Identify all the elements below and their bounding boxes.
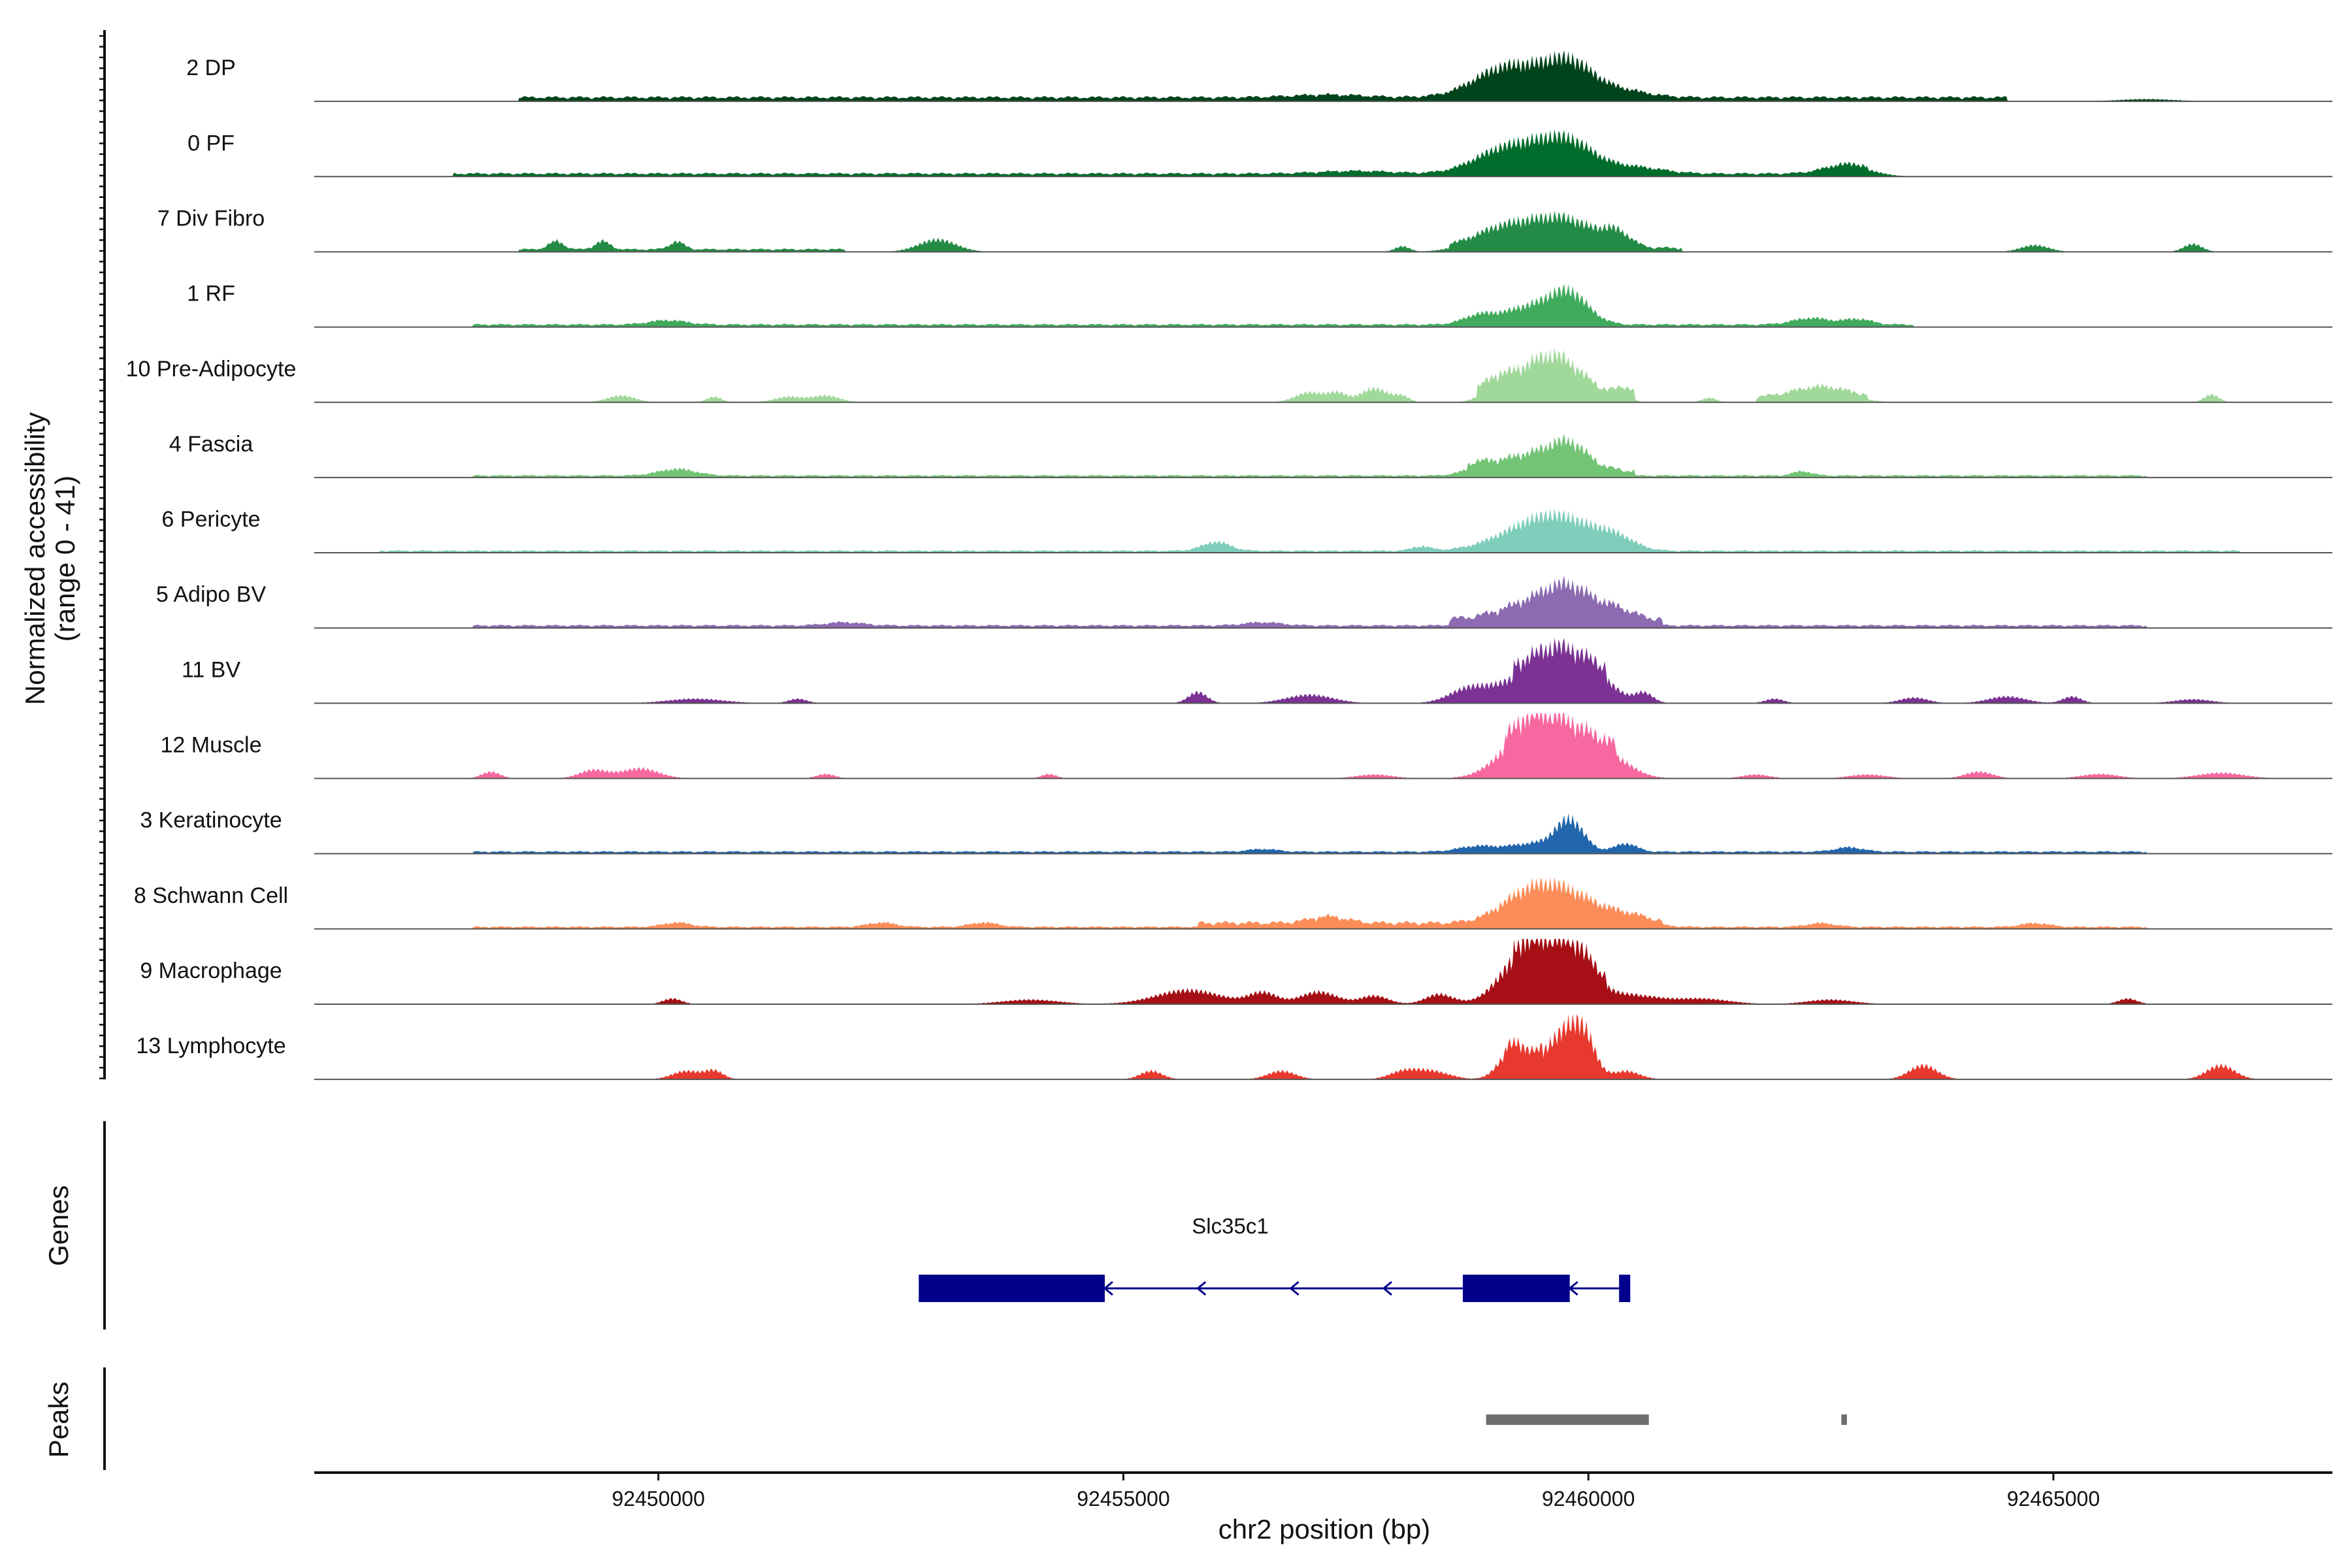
track-13: 9 Macrophage	[140, 939, 2332, 1005]
track-coverage	[314, 576, 2332, 629]
track-12: 8 Schwann Cell	[134, 877, 2332, 930]
x-axis-tick-label: 92450000	[612, 1487, 705, 1511]
gene-exon	[919, 1275, 1105, 1302]
track-coverage	[314, 1014, 2332, 1080]
track-label: 7 Div Fibro	[157, 206, 265, 231]
gene-name: Slc35c1	[1192, 1214, 1268, 1238]
track-coverage	[314, 433, 2332, 478]
track-label: 4 Fascia	[169, 432, 253, 457]
track-coverage	[314, 713, 2332, 779]
track-10: 12 Muscle	[161, 713, 2332, 779]
track-3: 7 Div Fibro	[157, 206, 2332, 253]
track-label: 8 Schwann Cell	[134, 883, 288, 908]
track-coverage	[314, 348, 2332, 402]
track-label: 9 Macrophage	[140, 958, 282, 983]
peaks-panel-label: Peaks	[43, 1382, 74, 1458]
gene-model	[919, 1275, 1631, 1302]
genes-panel-label: Genes	[43, 1185, 74, 1266]
track-coverage	[314, 284, 2332, 327]
track-coverage	[314, 210, 2332, 252]
gene-exon	[1619, 1275, 1631, 1302]
track-coverage	[314, 638, 2332, 704]
track-7: 6 Pericyte	[161, 507, 2332, 554]
track-label: 5 Adipo BV	[156, 582, 267, 607]
track-label: 12 Muscle	[161, 733, 262, 758]
x-axis-tick-label: 92460000	[1542, 1487, 1635, 1511]
y-axis-label: Normalized accessibility (range 0 - 41)	[20, 412, 80, 705]
track-coverage	[314, 813, 2332, 854]
track-coverage	[314, 129, 2332, 177]
track-coverage	[314, 50, 2332, 102]
strand-arrow-icon	[1289, 1281, 1299, 1296]
track-label: 2 DP	[186, 56, 236, 80]
gene-exon	[1463, 1275, 1570, 1302]
track-9: 11 BV	[182, 638, 2332, 704]
x-axis-tick-label: 92455000	[1077, 1487, 1169, 1511]
y-axis-label-line1: Normalized accessibility	[20, 412, 50, 705]
track-6: 4 Fascia	[169, 432, 2332, 478]
x-axis-ticks: 92450000 92455000 92460000 92465000	[612, 1473, 2100, 1511]
track-label: 6 Pericyte	[161, 507, 260, 532]
track-8: 5 Adipo BV	[156, 576, 2332, 629]
peak-region	[1486, 1414, 1649, 1425]
track-coverage	[314, 508, 2332, 553]
track-coverage	[314, 939, 2332, 1004]
track-2: 0 PF	[188, 129, 2332, 178]
track-label: 0 PF	[188, 131, 235, 155]
strand-arrow-icon	[1382, 1281, 1392, 1296]
strand-arrow-icon	[1103, 1281, 1113, 1296]
track-label: 1 RF	[187, 282, 235, 306]
track-coverage	[314, 877, 2332, 929]
track-11: 3 Keratinocyte	[140, 808, 2332, 855]
track-label: 11 BV	[182, 657, 240, 682]
y-axis	[99, 30, 106, 1080]
peak-region	[1841, 1414, 1847, 1425]
y-axis-label-line2: (range 0 - 41)	[50, 476, 80, 642]
track-label: 10 Pre-Adipocyte	[126, 357, 297, 382]
track-14: 13 Lymphocyte	[136, 1014, 2332, 1081]
x-axis-tick-label: 92465000	[2007, 1487, 2100, 1511]
track-4: 1 RF	[187, 282, 2332, 328]
track-5: 10 Pre-Adipocyte	[126, 348, 2332, 403]
strand-arrow-icon	[1196, 1281, 1207, 1296]
track-label: 13 Lymphocyte	[136, 1034, 286, 1058]
x-axis-title: chr2 position (bp)	[1218, 1514, 1431, 1544]
peak-regions	[1486, 1414, 1847, 1425]
track-label: 3 Keratinocyte	[140, 808, 282, 833]
track-1: 2 DP	[186, 50, 2332, 103]
coverage-tracks: 2 DP 0 PF 7 Div Fibro 1 RF 10 Pre-Adipocyte 4…	[126, 50, 2332, 1081]
strand-arrow-icon	[1568, 1281, 1578, 1296]
